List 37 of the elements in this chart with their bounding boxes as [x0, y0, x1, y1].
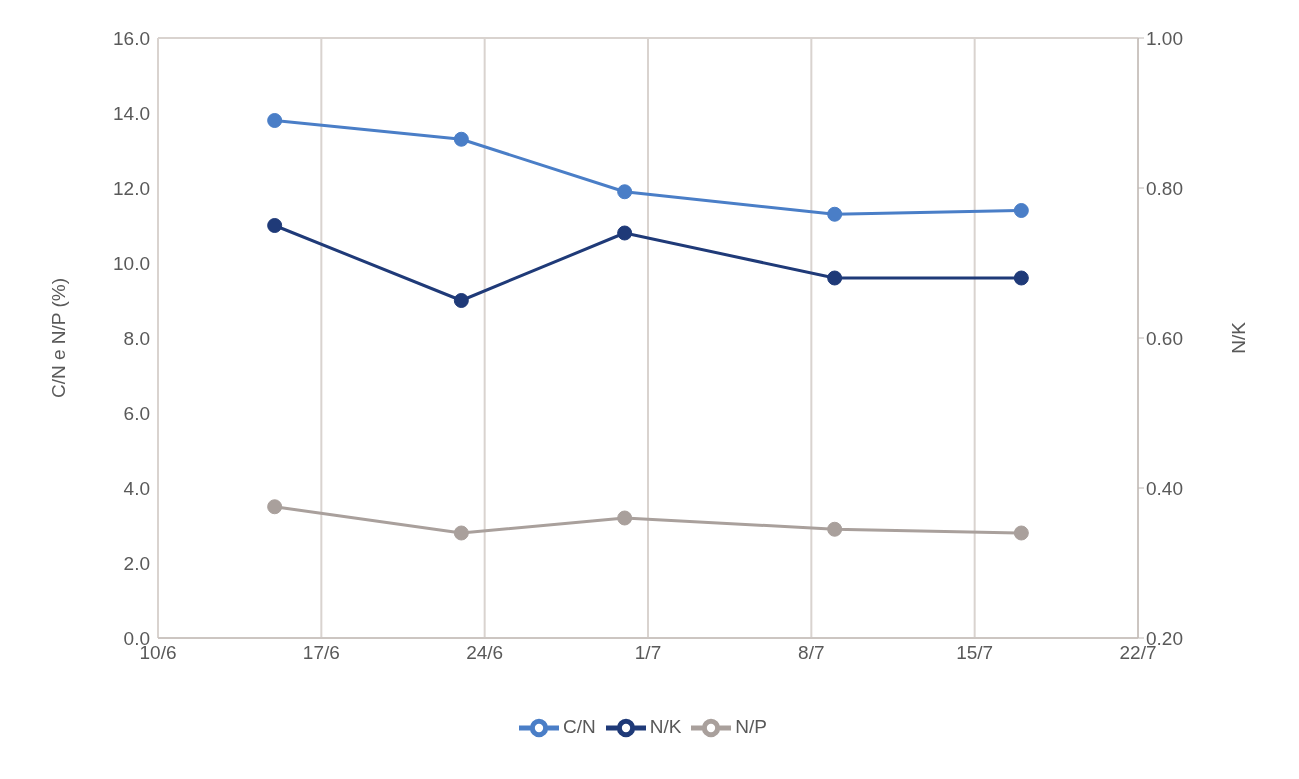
point — [1013, 203, 1029, 218]
point — [827, 270, 843, 286]
point — [267, 218, 283, 233]
y-tick-label: 12.0 — [113, 177, 150, 199]
y-tick-label: 8.0 — [123, 327, 150, 349]
y2-tick-label: 1.00 — [1146, 27, 1183, 49]
point — [617, 184, 633, 200]
x-tick-label: 17/6 — [302, 642, 340, 664]
point — [267, 499, 283, 515]
y-tick-label: 10.0 — [113, 252, 150, 274]
point — [453, 131, 469, 147]
x-tick-label: 1/7 — [634, 642, 662, 664]
y-axis-title: C/N e N/P (%) — [47, 277, 69, 399]
point — [827, 521, 843, 537]
point — [267, 113, 283, 128]
point — [1013, 525, 1029, 541]
y2-tick-label: 0.40 — [1146, 477, 1183, 499]
legend-label: C/N — [562, 716, 596, 738]
point — [453, 293, 469, 308]
y-tick-label: 14.0 — [113, 102, 150, 124]
x-tick-label: 8/7 — [798, 642, 825, 664]
point — [1013, 270, 1029, 286]
point — [617, 225, 633, 241]
y-tick-label: 4.0 — [123, 477, 150, 499]
point — [453, 525, 469, 541]
x-tick-label: 24/6 — [466, 642, 504, 664]
y-tick-label: 16.0 — [113, 27, 150, 49]
legend-label: N/P — [735, 716, 768, 738]
y-tick-label: 2.0 — [123, 552, 150, 574]
x-tick-label: 15/7 — [956, 642, 994, 664]
y2-tick-label: 0.80 — [1146, 177, 1183, 199]
y2-tick-label: 0.60 — [1146, 327, 1183, 349]
legend-label: N/K — [649, 716, 682, 738]
point — [617, 510, 633, 526]
y-tick-label: 6.0 — [123, 402, 150, 424]
point — [827, 206, 843, 222]
y2-axis-title: N/K — [1227, 321, 1249, 354]
